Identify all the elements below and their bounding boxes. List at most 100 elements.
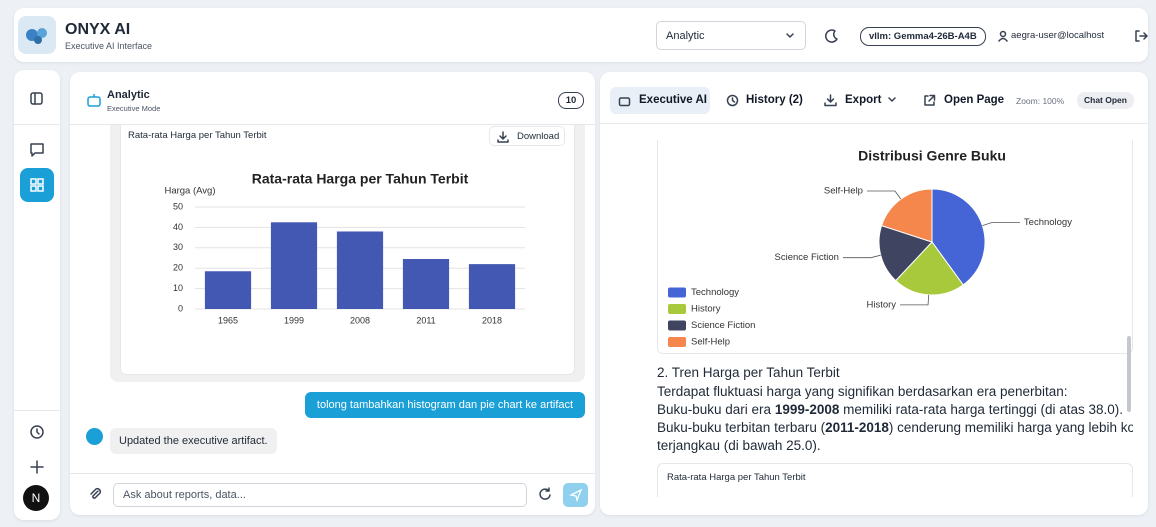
bar (204, 271, 252, 309)
logo (18, 16, 56, 54)
toggle-panel[interactable] (29, 91, 45, 107)
slice-label: Self-Help (824, 186, 863, 197)
x-tick-label: 2008 (350, 315, 370, 325)
text: Buku-buku terbitan terbaru ( (657, 420, 826, 435)
sidebar (14, 70, 60, 520)
grid-icon (30, 178, 44, 192)
attach-button[interactable] (88, 487, 102, 501)
next-card: Rata-rata Harga per Tahun Terbit (657, 463, 1133, 497)
y-tick-label: 0 (178, 303, 183, 313)
tab-active-bg (610, 87, 710, 114)
next-card-title: Rata-rata Harga per Tahun Terbit (667, 472, 806, 483)
legend-swatch (668, 287, 686, 298)
tab-icon (824, 94, 837, 107)
download-button[interactable]: Download (489, 126, 565, 146)
download-icon (497, 131, 509, 143)
tab[interactable]: Open Page (944, 94, 1005, 106)
leader-line (866, 190, 902, 200)
bar (402, 259, 450, 309)
mode-select[interactable]: Analytic (656, 21, 806, 50)
pie-chart: Distribusi Genre Buku Technology History Sc… (668, 148, 1072, 348)
reset-button[interactable] (538, 487, 552, 501)
tab[interactable]: Export (845, 94, 882, 106)
y-tick-label: 40 (173, 222, 183, 232)
chat-status: Chat Open (1077, 92, 1134, 109)
history-nav[interactable] (29, 424, 45, 440)
slice-label: History (866, 299, 896, 310)
text-line: Buku-buku dari era 1999-2008 memiliki ra… (657, 402, 1123, 417)
artifact-title: Rata-rata Harga per Tahun Terbit (128, 130, 267, 141)
assistant-message: Updated the executive artifact. (110, 428, 277, 454)
user-name: aegra-user@localhost (1011, 30, 1105, 41)
bot-icon (87, 94, 101, 107)
text-line: Terdapat fluktuasi harga yang signifikan… (657, 384, 1068, 399)
pie-slice (895, 241, 964, 296)
divider (14, 410, 60, 411)
scrollbar[interactable] (1127, 336, 1131, 412)
leader-line (900, 294, 930, 306)
header (14, 8, 1148, 62)
message-count: 10 (558, 92, 584, 109)
new-chat[interactable] (29, 459, 45, 475)
text-line: Buku-buku terbitan terbaru (2011-2018) c… (657, 420, 1133, 435)
bar (270, 222, 318, 309)
chart-title: Rata-rata Harga per Tahun Terbit (252, 171, 469, 187)
legend-swatch (668, 337, 686, 347)
legend-label: Technology (691, 287, 739, 298)
emphasis: 1999-2008 (774, 402, 840, 417)
artifact-panel (600, 72, 1148, 515)
chat-input[interactable]: Ask about reports, data... (113, 483, 527, 507)
zoom-level: Zoom: 100% (1016, 96, 1065, 106)
y-axis-label: Harga (Avg) (164, 186, 215, 197)
assistant-avatar (86, 428, 103, 445)
theme-toggle[interactable] (824, 28, 840, 44)
app-subtitle: Executive AI Interface (65, 41, 153, 51)
text-line: terjangkau (di bawah 25.0). (657, 438, 821, 453)
slice-label: Science Fiction (775, 252, 839, 263)
legend-label: Self-Help (691, 337, 730, 348)
bar (468, 264, 516, 309)
y-tick-label: 10 (173, 283, 183, 293)
send-button[interactable] (563, 483, 588, 507)
chat-title: Analytic (107, 89, 150, 101)
divider (70, 473, 595, 474)
x-tick-label: 2011 (416, 315, 435, 325)
bar (336, 231, 384, 309)
x-tick-label: 1965 (218, 315, 238, 325)
slice-label: Technology (1024, 217, 1072, 228)
section-heading: 2. Tren Harga per Tahun Terbit (657, 365, 840, 380)
chat-nav[interactable] (29, 142, 45, 158)
text: Buku-buku dari era (657, 402, 775, 417)
app-title: ONYX AI (65, 21, 131, 38)
emphasis: 2011-2018 (825, 420, 889, 435)
tab-icon (726, 94, 739, 107)
mode-value: Analytic (666, 30, 705, 42)
x-tick-label: 2018 (482, 315, 502, 325)
legend-swatch (668, 320, 686, 331)
logo-icon (26, 28, 47, 44)
tab[interactable]: Executive AI (639, 94, 707, 106)
pie-slice (880, 188, 933, 243)
avatar[interactable]: N (23, 485, 49, 511)
text: terjangkau (di bawah 25.0). (657, 438, 821, 453)
divider (14, 124, 60, 125)
dashboard-nav-active[interactable] (20, 168, 54, 202)
text: memiliki rata-rata harga tertinggi (di a… (839, 402, 1124, 417)
y-tick-label: 50 (173, 201, 183, 211)
tab[interactable]: History (2) (746, 94, 803, 106)
x-tick-label: 1999 (284, 315, 304, 325)
legend-label: History (691, 304, 721, 315)
divider (600, 123, 1148, 124)
tab-icon (618, 97, 631, 107)
pie-card (657, 140, 1133, 354)
input-placeholder: Ask about reports, data... (123, 489, 246, 501)
legend-swatch (668, 304, 686, 314)
chart-title: Distribusi Genre Buku (858, 148, 1006, 164)
y-tick-label: 30 (173, 242, 183, 252)
leader-line (842, 254, 881, 259)
divider (70, 124, 595, 125)
leader-line (982, 222, 1020, 227)
logout-button[interactable] (1133, 28, 1149, 44)
